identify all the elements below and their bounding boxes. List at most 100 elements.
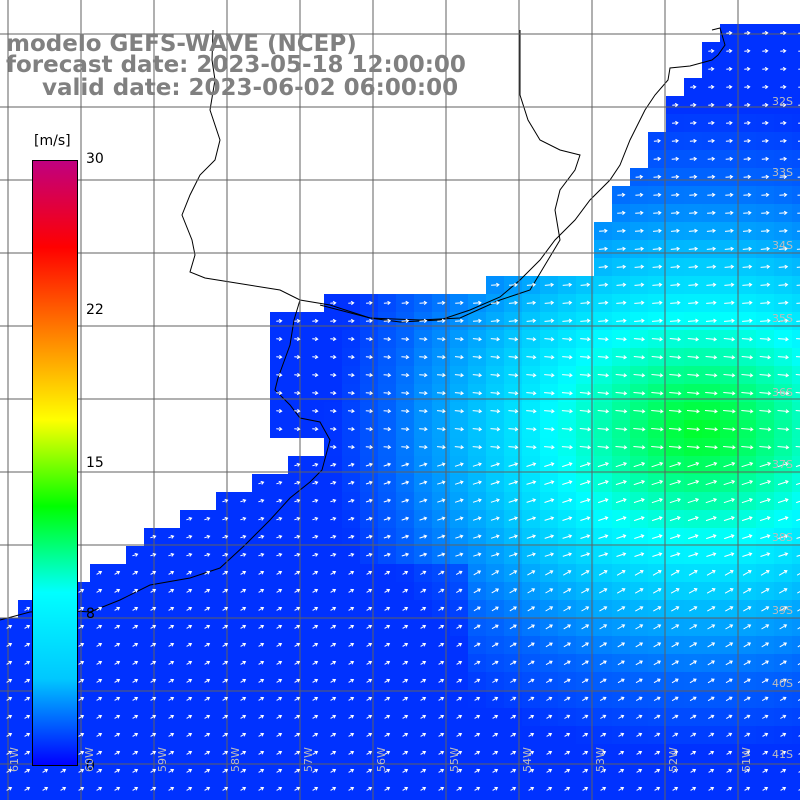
wind-arrow xyxy=(312,372,319,378)
wind-arrow xyxy=(600,714,607,719)
wind-arrow xyxy=(186,750,193,755)
wind-arrow xyxy=(258,714,265,719)
wind-arrow xyxy=(312,696,319,701)
wind-arrow xyxy=(510,750,517,755)
wind-arrow xyxy=(348,498,355,503)
wind-arrow xyxy=(132,606,139,611)
wind-arrow xyxy=(526,337,537,342)
wind-arrow xyxy=(761,210,770,215)
wind-arrow xyxy=(454,498,464,503)
wind-arrow xyxy=(797,627,800,630)
wind-arrow xyxy=(114,660,121,665)
wind-arrow xyxy=(454,391,464,396)
wind-arrow xyxy=(778,300,789,305)
wind-arrow xyxy=(597,355,609,360)
wind-arrow xyxy=(276,318,283,324)
wind-arrow xyxy=(455,552,464,557)
wind-cell xyxy=(792,168,800,186)
wind-cell xyxy=(306,798,324,800)
wind-arrow xyxy=(599,642,608,648)
wind-arrow xyxy=(114,678,121,683)
wind-cell xyxy=(162,798,180,800)
wind-cell xyxy=(612,798,630,800)
wind-arrow xyxy=(384,570,391,575)
wind-arrow xyxy=(401,498,410,503)
wind-arrow xyxy=(294,534,301,539)
wind-arrow xyxy=(510,786,517,791)
wind-arrow xyxy=(508,318,519,323)
wind-arrow xyxy=(616,282,627,287)
wind-arrow xyxy=(384,624,391,629)
wind-arrow xyxy=(132,714,139,719)
wind-arrow xyxy=(615,427,628,432)
wind-arrow xyxy=(330,588,337,593)
wind-arrow xyxy=(168,714,175,719)
wind-arrow xyxy=(616,534,627,539)
wind-arrow xyxy=(671,156,680,161)
wind-arrow xyxy=(689,210,698,215)
wind-arrow xyxy=(258,588,265,593)
wind-arrow xyxy=(600,768,607,773)
wind-arrow xyxy=(348,768,355,773)
wind-arrow xyxy=(472,516,482,521)
wind-arrow xyxy=(582,714,589,719)
wind-arrow xyxy=(759,373,772,378)
wind-arrow xyxy=(599,588,608,594)
wind-arrow xyxy=(670,264,681,269)
wind-cell xyxy=(108,798,126,800)
wind-arrow xyxy=(708,120,715,125)
wind-arrow xyxy=(204,570,211,575)
wind-arrow xyxy=(528,732,535,737)
wind-arrow xyxy=(96,606,103,611)
wind-cell xyxy=(792,708,800,726)
wind-arrow xyxy=(708,66,715,72)
wind-arrow xyxy=(186,696,193,701)
wind-arrow xyxy=(615,337,627,342)
wind-arrow xyxy=(509,606,517,612)
wind-arrow xyxy=(779,192,788,197)
wind-arrow xyxy=(526,462,537,467)
wind-arrow xyxy=(635,660,643,666)
wind-cell xyxy=(684,798,702,800)
wind-arrow xyxy=(132,642,139,647)
wind-arrow xyxy=(348,678,355,683)
wind-arrow xyxy=(671,138,679,143)
wind-arrow xyxy=(669,461,682,468)
wind-arrow xyxy=(472,391,483,396)
wind-arrow xyxy=(330,606,337,611)
wind-arrow xyxy=(24,660,31,665)
wind-arrow xyxy=(455,516,464,521)
wind-arrow xyxy=(798,122,800,124)
wind-arrow xyxy=(723,355,736,360)
wind-arrow xyxy=(168,750,175,755)
wind-arrow xyxy=(616,300,627,305)
wind-arrow xyxy=(561,409,573,414)
wind-cell xyxy=(504,798,522,800)
wind-arrow xyxy=(474,660,481,665)
wind-cell xyxy=(792,150,800,168)
wind-arrow xyxy=(617,642,626,648)
wind-arrow xyxy=(509,570,518,576)
wind-arrow xyxy=(490,355,501,360)
colorbar-unit: [m/s] xyxy=(34,133,71,149)
wind-arrow xyxy=(366,552,373,557)
wind-arrow xyxy=(598,534,609,539)
wind-arrow xyxy=(563,642,571,648)
wind-arrow xyxy=(438,714,445,719)
wind-cell xyxy=(792,546,800,564)
wind-arrow xyxy=(150,552,157,557)
wind-arrow xyxy=(724,588,734,594)
wind-arrow xyxy=(723,427,736,432)
wind-arrow xyxy=(562,337,573,342)
wind-arrow xyxy=(366,624,373,629)
wind-arrow xyxy=(617,678,625,684)
wind-arrow xyxy=(797,645,800,648)
wind-arrow xyxy=(330,390,337,396)
wind-arrow xyxy=(669,498,681,504)
wind-arrow xyxy=(633,480,646,486)
wind-arrow xyxy=(726,30,733,36)
wind-arrow xyxy=(276,624,283,629)
wind-arrow xyxy=(491,588,500,594)
wind-arrow xyxy=(546,732,553,737)
lon-label: 53W xyxy=(594,747,607,772)
